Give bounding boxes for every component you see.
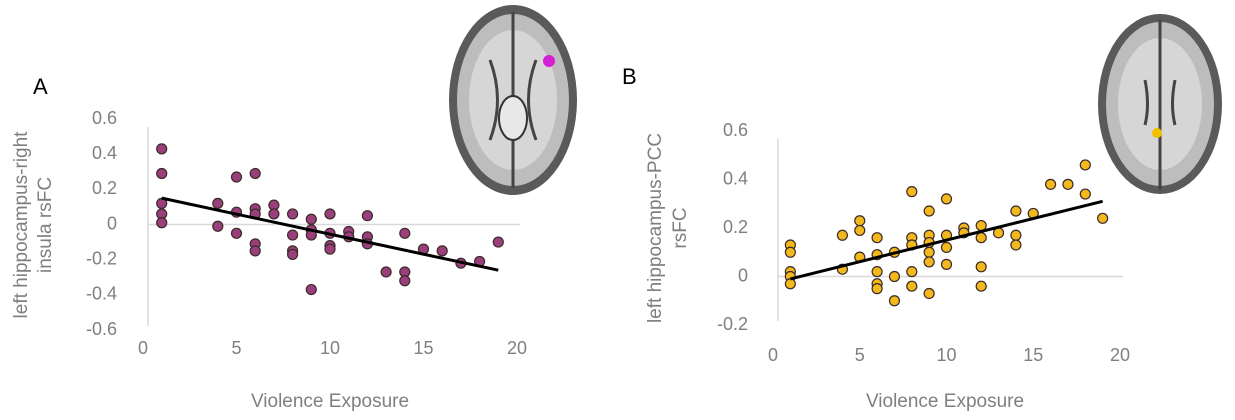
data-point — [157, 218, 167, 228]
data-point — [942, 242, 952, 252]
brain-image-b — [1098, 14, 1222, 194]
data-point — [381, 267, 391, 277]
y-axis-title: insula rsFC — [35, 177, 56, 273]
data-point — [855, 216, 865, 226]
data-point — [907, 281, 917, 291]
data-point — [1063, 179, 1073, 189]
data-point — [325, 209, 335, 219]
x-axis-title: Violence Exposure — [866, 391, 1024, 412]
data-point — [924, 206, 934, 216]
data-point — [306, 285, 316, 295]
data-point — [976, 262, 986, 272]
x-tick-label: 15 — [1023, 345, 1043, 365]
x-tick-label: 0 — [138, 338, 148, 358]
data-point — [288, 209, 298, 219]
data-point — [976, 221, 986, 231]
panel-label: A — [33, 74, 48, 99]
data-point — [250, 246, 260, 256]
data-point — [924, 247, 934, 257]
x-tick-label: 15 — [413, 338, 433, 358]
panel-label: B — [622, 64, 637, 89]
data-point — [1011, 206, 1021, 216]
data-point — [924, 288, 934, 298]
data-point — [889, 272, 899, 282]
data-point — [288, 230, 298, 240]
data-point — [250, 169, 260, 179]
y-tick-label: 0.6 — [92, 108, 117, 128]
x-tick-label: 20 — [1110, 345, 1130, 365]
brain-image-a — [449, 5, 577, 195]
x-tick-label: 10 — [936, 345, 956, 365]
data-point — [437, 246, 447, 256]
data-point — [1011, 240, 1021, 250]
y-tick-label: 0 — [107, 213, 117, 233]
x-tick-label: 0 — [768, 345, 778, 365]
data-point — [837, 230, 847, 240]
y-tick-label: -0.6 — [86, 319, 117, 339]
y-tick-label: 0.4 — [723, 168, 748, 188]
y-tick-label: -0.4 — [86, 284, 117, 304]
data-point — [1080, 160, 1090, 170]
y-tick-label: 0.4 — [92, 143, 117, 163]
data-point — [493, 237, 503, 247]
data-point — [889, 296, 899, 306]
x-tick-label: 10 — [320, 338, 340, 358]
data-point — [362, 211, 372, 221]
data-point — [288, 249, 298, 259]
data-point — [855, 225, 865, 235]
data-point — [872, 284, 882, 294]
data-point — [976, 233, 986, 243]
data-point — [325, 244, 335, 254]
data-point — [942, 259, 952, 269]
x-tick-label: 5 — [231, 338, 241, 358]
data-point — [976, 281, 986, 291]
data-point — [232, 228, 242, 238]
data-point — [213, 198, 223, 208]
data-point — [157, 169, 167, 179]
data-point — [1098, 213, 1108, 223]
data-point — [872, 267, 882, 277]
data-point — [785, 279, 795, 289]
y-tick-label: -0.2 — [717, 314, 748, 334]
data-point — [1011, 230, 1021, 240]
x-tick-label: 20 — [507, 338, 527, 358]
data-point — [942, 194, 952, 204]
data-point — [907, 267, 917, 277]
x-tick-label: 5 — [855, 345, 865, 365]
data-point — [872, 233, 882, 243]
data-point — [785, 247, 795, 257]
data-point — [400, 276, 410, 286]
y-axis-title: left hippocampus-right — [11, 131, 32, 319]
y-tick-label: 0.6 — [723, 120, 748, 140]
data-point — [1046, 179, 1056, 189]
y-axis-title: left hippocampus-PCC — [645, 133, 666, 323]
data-point — [924, 257, 934, 267]
y-tick-label: 0.2 — [92, 178, 117, 198]
y-tick-label: 0.2 — [723, 217, 748, 237]
y-tick-label: -0.2 — [86, 248, 117, 268]
data-point — [306, 214, 316, 224]
data-point — [907, 187, 917, 197]
data-point — [213, 221, 223, 231]
data-point — [269, 209, 279, 219]
y-axis-title: rsFC — [670, 207, 691, 248]
x-axis-title: Violence Exposure — [251, 391, 409, 412]
y-tick-label: 0 — [738, 265, 748, 285]
data-point — [157, 144, 167, 154]
data-point — [400, 228, 410, 238]
figure: A 0.6 0.4 0.2 0 -0.2 -0.4 -0.6 0 5 10 15 20 Violence … — [0, 0, 1235, 420]
data-point — [1080, 189, 1090, 199]
data-point — [232, 172, 242, 182]
